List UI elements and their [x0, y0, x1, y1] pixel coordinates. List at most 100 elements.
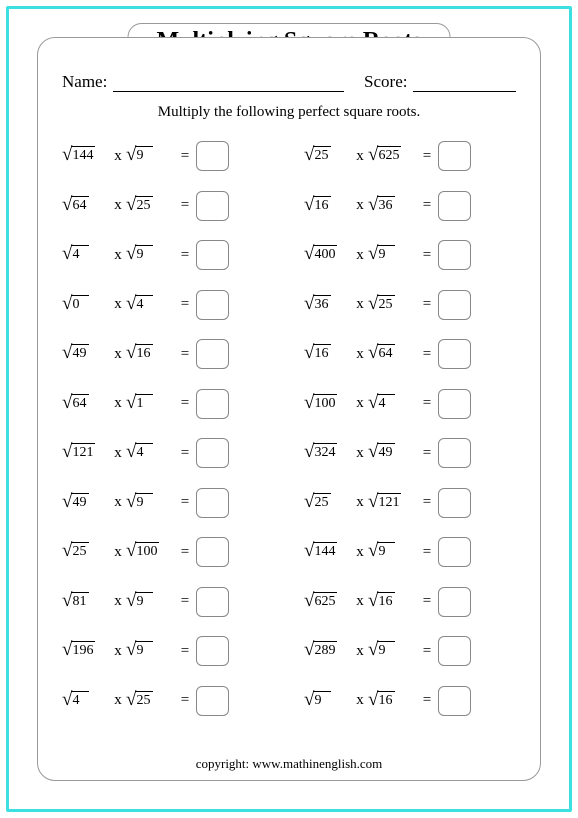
- times-symbol: x: [110, 197, 126, 214]
- answer-box[interactable]: [438, 686, 471, 716]
- problem-row: √324x√49=: [304, 436, 516, 470]
- score-blank[interactable]: [413, 74, 516, 92]
- problem-row: √144x√9=: [304, 535, 516, 569]
- answer-box[interactable]: [438, 438, 471, 468]
- radicand-value: 64: [71, 196, 89, 215]
- radical-icon: √: [62, 492, 72, 511]
- equals-symbol: =: [416, 296, 438, 313]
- radical-icon: √: [368, 541, 378, 560]
- answer-box[interactable]: [196, 339, 229, 369]
- radicand-value: 16: [377, 592, 395, 611]
- radicand-value: 9: [377, 542, 395, 561]
- equals-symbol: =: [416, 148, 438, 165]
- sqrt-expression: √36: [368, 196, 395, 215]
- equals-symbol: =: [416, 247, 438, 264]
- sqrt-expression: √49: [368, 443, 395, 462]
- radicand-value: 9: [135, 592, 153, 611]
- radicand-value: 16: [135, 344, 153, 363]
- radicand-value: 0: [71, 295, 89, 314]
- answer-box[interactable]: [196, 488, 229, 518]
- radicand-value: 4: [135, 443, 153, 462]
- problem-row: √0x√4=: [62, 288, 274, 322]
- equals-symbol: =: [416, 643, 438, 660]
- radical-icon: √: [126, 195, 136, 214]
- answer-box[interactable]: [438, 240, 471, 270]
- answer-box[interactable]: [196, 537, 229, 567]
- answer-box[interactable]: [196, 587, 229, 617]
- answer-box[interactable]: [196, 240, 229, 270]
- radical-icon: √: [304, 640, 314, 659]
- sqrt-expression: √9: [126, 493, 153, 512]
- answer-box[interactable]: [438, 191, 471, 221]
- sqrt-expression: √49: [62, 493, 89, 512]
- answer-box[interactable]: [196, 389, 229, 419]
- sqrt-expression: √100: [304, 394, 337, 413]
- name-blank[interactable]: [113, 74, 344, 92]
- equals-symbol: =: [174, 544, 196, 561]
- answer-box[interactable]: [438, 636, 471, 666]
- problem-row: √289x√9=: [304, 634, 516, 668]
- sqrt-expression: √25: [368, 295, 395, 314]
- times-symbol: x: [352, 395, 368, 412]
- sqrt-expression: √4: [126, 295, 153, 314]
- radical-icon: √: [304, 393, 314, 412]
- answer-box[interactable]: [196, 191, 229, 221]
- radicand-value: 49: [71, 493, 89, 512]
- equals-symbol: =: [174, 296, 196, 313]
- answer-box[interactable]: [438, 389, 471, 419]
- radicand-value: 4: [377, 394, 395, 413]
- equals-symbol: =: [174, 148, 196, 165]
- radicand-value: 144: [313, 542, 337, 561]
- problem-row: √4x√25=: [62, 684, 274, 718]
- problem-row: √49x√16=: [62, 337, 274, 371]
- radicand-value: 16: [313, 196, 331, 215]
- radical-icon: √: [368, 195, 378, 214]
- sqrt-expression: √9: [368, 641, 395, 660]
- radical-icon: √: [126, 294, 136, 313]
- radicand-value: 9: [135, 641, 153, 660]
- sqrt-expression: √25: [126, 691, 153, 710]
- answer-box[interactable]: [438, 290, 471, 320]
- answer-box[interactable]: [196, 636, 229, 666]
- times-symbol: x: [352, 593, 368, 610]
- radicand-value: 25: [135, 196, 153, 215]
- radical-icon: √: [304, 690, 314, 709]
- answer-box[interactable]: [438, 537, 471, 567]
- radical-icon: √: [126, 591, 136, 610]
- equals-symbol: =: [416, 544, 438, 561]
- problem-row: √4x√9=: [62, 238, 274, 272]
- sqrt-expression: √0: [62, 295, 89, 314]
- answer-box[interactable]: [196, 141, 229, 171]
- problem-row: √49x√9=: [62, 486, 274, 520]
- answer-box[interactable]: [196, 438, 229, 468]
- sqrt-expression: √16: [304, 196, 331, 215]
- sqrt-expression: √16: [368, 691, 395, 710]
- radical-icon: √: [304, 591, 314, 610]
- sqrt-expression: √4: [126, 443, 153, 462]
- answer-box[interactable]: [438, 587, 471, 617]
- radicand-value: 121: [71, 443, 95, 462]
- radical-icon: √: [304, 244, 314, 263]
- radicand-value: 16: [313, 344, 331, 363]
- times-symbol: x: [110, 395, 126, 412]
- problem-row: √625x√16=: [304, 585, 516, 619]
- copyright-text: copyright: www.mathinenglish.com: [38, 756, 540, 772]
- answer-box[interactable]: [438, 141, 471, 171]
- radical-icon: √: [368, 442, 378, 461]
- worksheet-body: Name: Score: Multiply the following perf…: [37, 37, 541, 781]
- radical-icon: √: [62, 690, 72, 709]
- answer-box[interactable]: [438, 488, 471, 518]
- times-symbol: x: [352, 692, 368, 709]
- equals-symbol: =: [174, 346, 196, 363]
- sqrt-expression: √25: [304, 146, 331, 165]
- radicand-value: 64: [377, 344, 395, 363]
- answer-box[interactable]: [438, 339, 471, 369]
- radical-icon: √: [304, 294, 314, 313]
- answer-box[interactable]: [196, 686, 229, 716]
- times-symbol: x: [352, 643, 368, 660]
- radical-icon: √: [368, 591, 378, 610]
- radical-icon: √: [62, 195, 72, 214]
- radicand-value: 4: [71, 245, 89, 264]
- radical-icon: √: [126, 492, 136, 511]
- answer-box[interactable]: [196, 290, 229, 320]
